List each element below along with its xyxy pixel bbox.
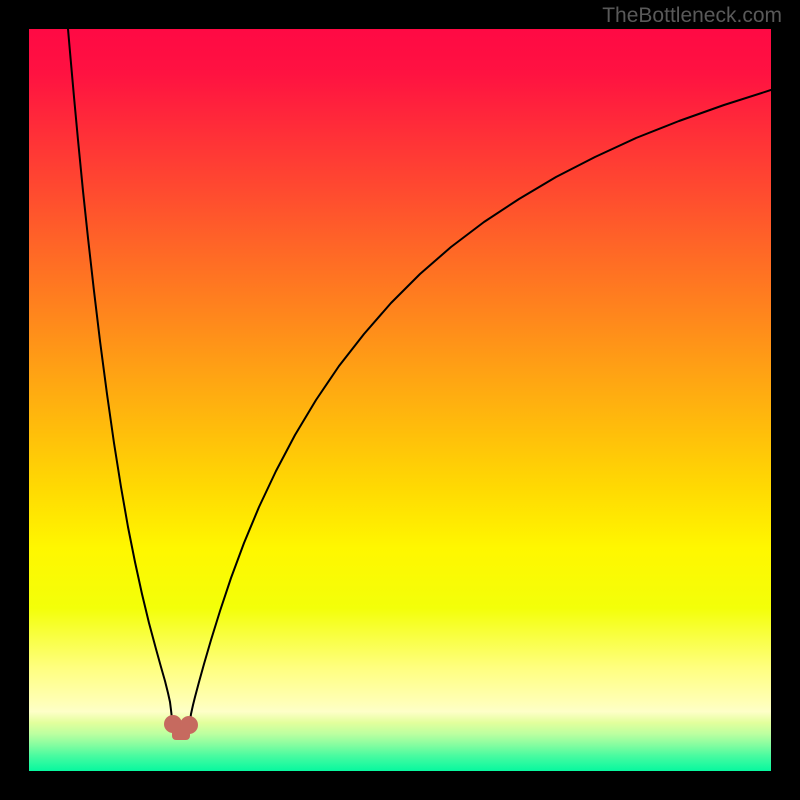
bottleneck-chart [29,29,771,771]
minimum-marker-1 [180,716,198,734]
bottleneck-curve [68,29,771,731]
chart-svg-layer [29,29,771,771]
minimum-marker-0 [164,715,182,733]
watermark-label: TheBottleneck.com [602,4,782,28]
